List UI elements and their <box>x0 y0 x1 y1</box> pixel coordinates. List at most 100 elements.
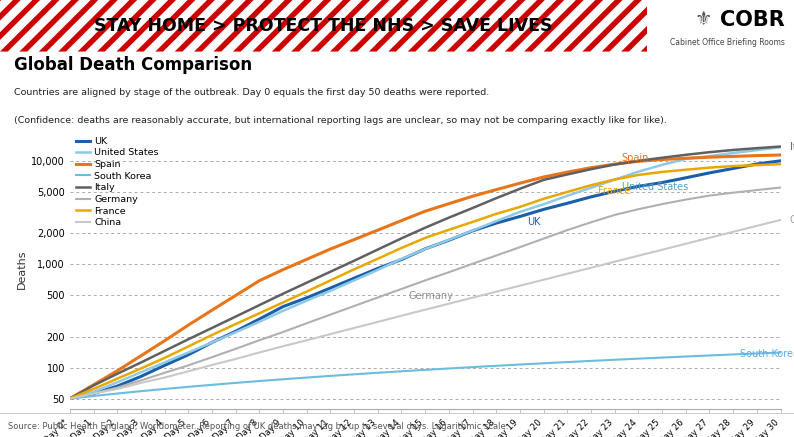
Text: South Korea: South Korea <box>740 350 794 360</box>
Germany <box>302 321 311 326</box>
Line: France: France <box>70 164 781 399</box>
Text: United States: United States <box>622 182 688 192</box>
UK <box>89 391 98 396</box>
Polygon shape <box>233 0 292 52</box>
United States <box>231 329 241 335</box>
Germany <box>183 363 193 368</box>
France <box>705 165 715 170</box>
Spain <box>421 208 430 214</box>
Polygon shape <box>680 0 739 52</box>
Italy <box>444 215 453 220</box>
UK <box>113 384 122 389</box>
Italy <box>397 236 407 241</box>
United States <box>752 148 761 153</box>
United States <box>397 257 407 262</box>
UK <box>278 304 287 309</box>
United States <box>515 209 525 215</box>
Germany <box>728 190 738 195</box>
France <box>397 245 407 250</box>
Italy <box>278 291 287 296</box>
Italy <box>160 348 169 354</box>
South Korea <box>397 369 407 374</box>
Polygon shape <box>719 0 778 52</box>
Spain <box>752 153 761 158</box>
China <box>444 301 453 306</box>
South Korea <box>752 351 761 356</box>
South Korea <box>634 356 643 361</box>
South Korea <box>515 362 525 367</box>
Italy <box>752 146 761 151</box>
Italy <box>681 152 691 157</box>
Text: Germany: Germany <box>409 291 453 301</box>
Polygon shape <box>563 0 622 52</box>
Polygon shape <box>485 0 545 52</box>
United States <box>255 319 264 324</box>
Text: China: China <box>790 215 794 225</box>
France <box>728 163 738 169</box>
UK <box>231 329 241 334</box>
United States <box>681 156 691 162</box>
Italy <box>89 383 98 388</box>
Polygon shape <box>0 0 2 52</box>
United States <box>776 145 785 150</box>
Germany <box>562 228 572 233</box>
South Korea <box>491 363 501 368</box>
UK <box>444 238 453 243</box>
Polygon shape <box>602 0 661 52</box>
Italy <box>776 144 785 149</box>
Spain <box>373 228 383 233</box>
Polygon shape <box>0 0 60 52</box>
United States <box>183 350 193 355</box>
France <box>65 396 75 401</box>
Polygon shape <box>97 0 156 52</box>
Italy <box>255 302 264 308</box>
Germany <box>255 338 264 343</box>
Germany <box>681 197 691 202</box>
Polygon shape <box>156 0 215 52</box>
Text: (Confidence: deaths are reasonably accurate, but international reporting lags ar: (Confidence: deaths are reasonably accur… <box>14 116 667 125</box>
United States <box>539 201 549 207</box>
United States <box>705 153 715 159</box>
United States <box>65 396 75 401</box>
South Korea <box>278 377 287 382</box>
Polygon shape <box>407 0 467 52</box>
Text: Countries are aligned by stage of the outbreak. Day 0 equals the first day 50 de: Countries are aligned by stage of the ou… <box>14 88 489 97</box>
Text: ⚜: ⚜ <box>694 10 711 29</box>
Italy <box>326 269 335 274</box>
France <box>255 311 264 316</box>
United States <box>728 150 738 156</box>
South Korea <box>586 358 596 364</box>
UK <box>681 175 691 180</box>
Italy <box>539 177 549 183</box>
South Korea <box>302 375 311 380</box>
South Korea <box>468 364 477 370</box>
Germany <box>491 253 501 258</box>
China <box>634 253 643 258</box>
China <box>468 295 477 300</box>
France <box>207 333 217 338</box>
Polygon shape <box>505 0 565 52</box>
UK <box>207 340 217 345</box>
France <box>752 163 761 168</box>
Line: UK: UK <box>70 161 781 399</box>
UK <box>491 221 501 226</box>
Germany <box>610 212 619 218</box>
China <box>349 325 359 330</box>
Germany <box>397 286 407 291</box>
France <box>468 219 477 225</box>
Spain <box>113 368 122 374</box>
Spain <box>255 278 264 283</box>
UK <box>326 285 335 291</box>
Spain <box>160 338 169 343</box>
France <box>113 376 122 382</box>
France <box>562 189 572 194</box>
China <box>728 229 738 234</box>
Polygon shape <box>252 0 312 52</box>
United States <box>444 237 453 243</box>
France <box>586 183 596 188</box>
Spain <box>681 156 691 161</box>
Spain <box>65 396 75 401</box>
South Korea <box>610 357 619 362</box>
Italy <box>137 360 146 365</box>
France <box>491 211 501 216</box>
